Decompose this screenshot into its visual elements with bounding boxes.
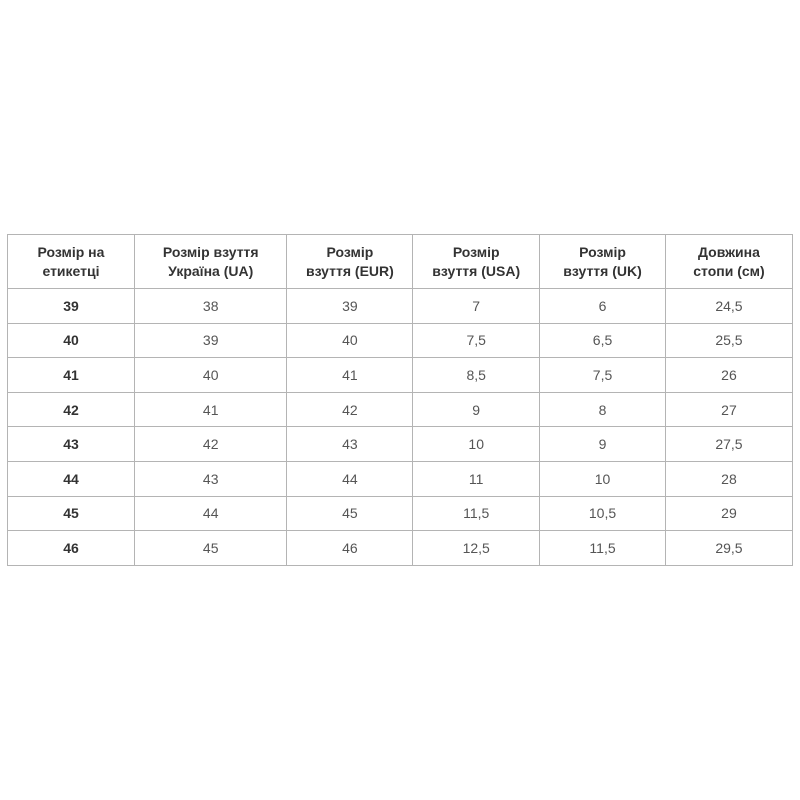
- header-row: Розмір на етикетці Розмір взуття Україна (U…: [7, 234, 794, 289]
- label-size-cell: 45: [7, 495, 135, 532]
- table-cell: 28: [664, 460, 794, 497]
- table-cell: 25,5: [664, 322, 794, 359]
- table-cell: 40: [133, 357, 288, 393]
- column-header-line: взуття (USA): [432, 262, 521, 279]
- table-cell: 7,5: [539, 357, 666, 393]
- table-cell: 43: [286, 426, 414, 462]
- column-header-line: взуття (EUR): [305, 262, 394, 279]
- table-cell: 9: [539, 426, 666, 462]
- table-cell: 10,5: [539, 495, 666, 532]
- table-row: 45 44 45 11,5 10,5 29: [7, 495, 794, 532]
- label-size-cell: 41: [7, 357, 135, 393]
- table-cell: 40: [286, 322, 414, 359]
- column-header: Розмір взуття Україна (UA): [133, 234, 288, 289]
- column-header-line: етикетці: [42, 262, 100, 279]
- column-header-line: стопи (см): [693, 262, 765, 279]
- table-row: 41 40 41 8,5 7,5 26: [7, 357, 794, 393]
- table-cell: 7,5: [412, 322, 541, 359]
- table-cell: 11,5: [412, 495, 541, 532]
- column-header-line: Довжина: [698, 243, 760, 260]
- table-row: 43 42 43 10 9 27,5: [7, 426, 794, 462]
- column-header-line: Розмір взуття: [162, 243, 259, 260]
- column-header: Розмір взуття (UK): [539, 234, 666, 289]
- table-cell: 27,5: [664, 426, 794, 462]
- label-size-cell: 43: [7, 426, 135, 462]
- table-row: 42 41 42 9 8 27: [7, 391, 794, 428]
- table-cell: 27: [664, 391, 794, 428]
- table-cell: 42: [133, 426, 288, 462]
- table-cell: 6,5: [539, 322, 666, 359]
- table-cell: 44: [133, 495, 288, 532]
- table-cell: 26: [664, 357, 794, 393]
- table-cell: 42: [286, 391, 414, 428]
- table-cell: 41: [133, 391, 288, 428]
- table-cell: 39: [133, 322, 288, 359]
- column-header-line: взуття (UK): [563, 262, 642, 279]
- column-header: Розмір взуття (EUR): [286, 234, 414, 289]
- label-size-cell: 42: [7, 391, 135, 428]
- table-row: 44 43 44 11 10 28: [7, 460, 794, 497]
- table-cell: 12,5: [412, 530, 541, 566]
- table-cell: 46: [286, 530, 414, 566]
- table-cell: 39: [286, 288, 414, 324]
- column-header: Розмір на етикетці: [7, 234, 135, 289]
- table-cell: 43: [133, 460, 288, 497]
- column-header-line: Розмір: [579, 243, 626, 260]
- table-cell: 10: [539, 460, 666, 497]
- table-cell: 29: [664, 495, 794, 532]
- column-header-line: Розмір: [326, 243, 374, 260]
- table-cell: 8,5: [412, 357, 541, 393]
- label-size-cell: 39: [7, 288, 135, 324]
- column-header-line: Україна (UA): [168, 262, 254, 279]
- table-row: 39 38 39 7 6 24,5: [7, 288, 794, 324]
- column-header-line: Розмір: [452, 243, 500, 260]
- table-cell: 38: [133, 288, 288, 324]
- table-cell: 9: [412, 391, 541, 428]
- label-size-cell: 46: [7, 530, 135, 566]
- table-cell: 6: [539, 288, 666, 324]
- table-cell: 45: [286, 495, 414, 532]
- table-cell: 45: [133, 530, 288, 566]
- table-cell: 24,5: [664, 288, 794, 324]
- size-chart-table: Розмір на етикетці Розмір взуття Україна (U…: [7, 234, 794, 566]
- table-cell: 11: [412, 460, 541, 497]
- table-cell: 7: [412, 288, 541, 324]
- table-cell: 29,5: [664, 530, 794, 566]
- table-cell: 44: [286, 460, 414, 497]
- table-cell: 41: [286, 357, 414, 393]
- label-size-cell: 40: [7, 322, 135, 359]
- table-cell: 10: [412, 426, 541, 462]
- column-header: Розмір взуття (USA): [412, 234, 541, 289]
- column-header: Довжина стопи (см): [664, 234, 794, 289]
- table-cell: 8: [539, 391, 666, 428]
- table-row: 46 45 46 12,5 11,5 29,5: [7, 530, 794, 566]
- table-row: 40 39 40 7,5 6,5 25,5: [7, 322, 794, 359]
- label-size-cell: 44: [7, 460, 135, 497]
- column-header-line: Розмір на: [37, 243, 105, 260]
- table-cell: 11,5: [539, 530, 666, 566]
